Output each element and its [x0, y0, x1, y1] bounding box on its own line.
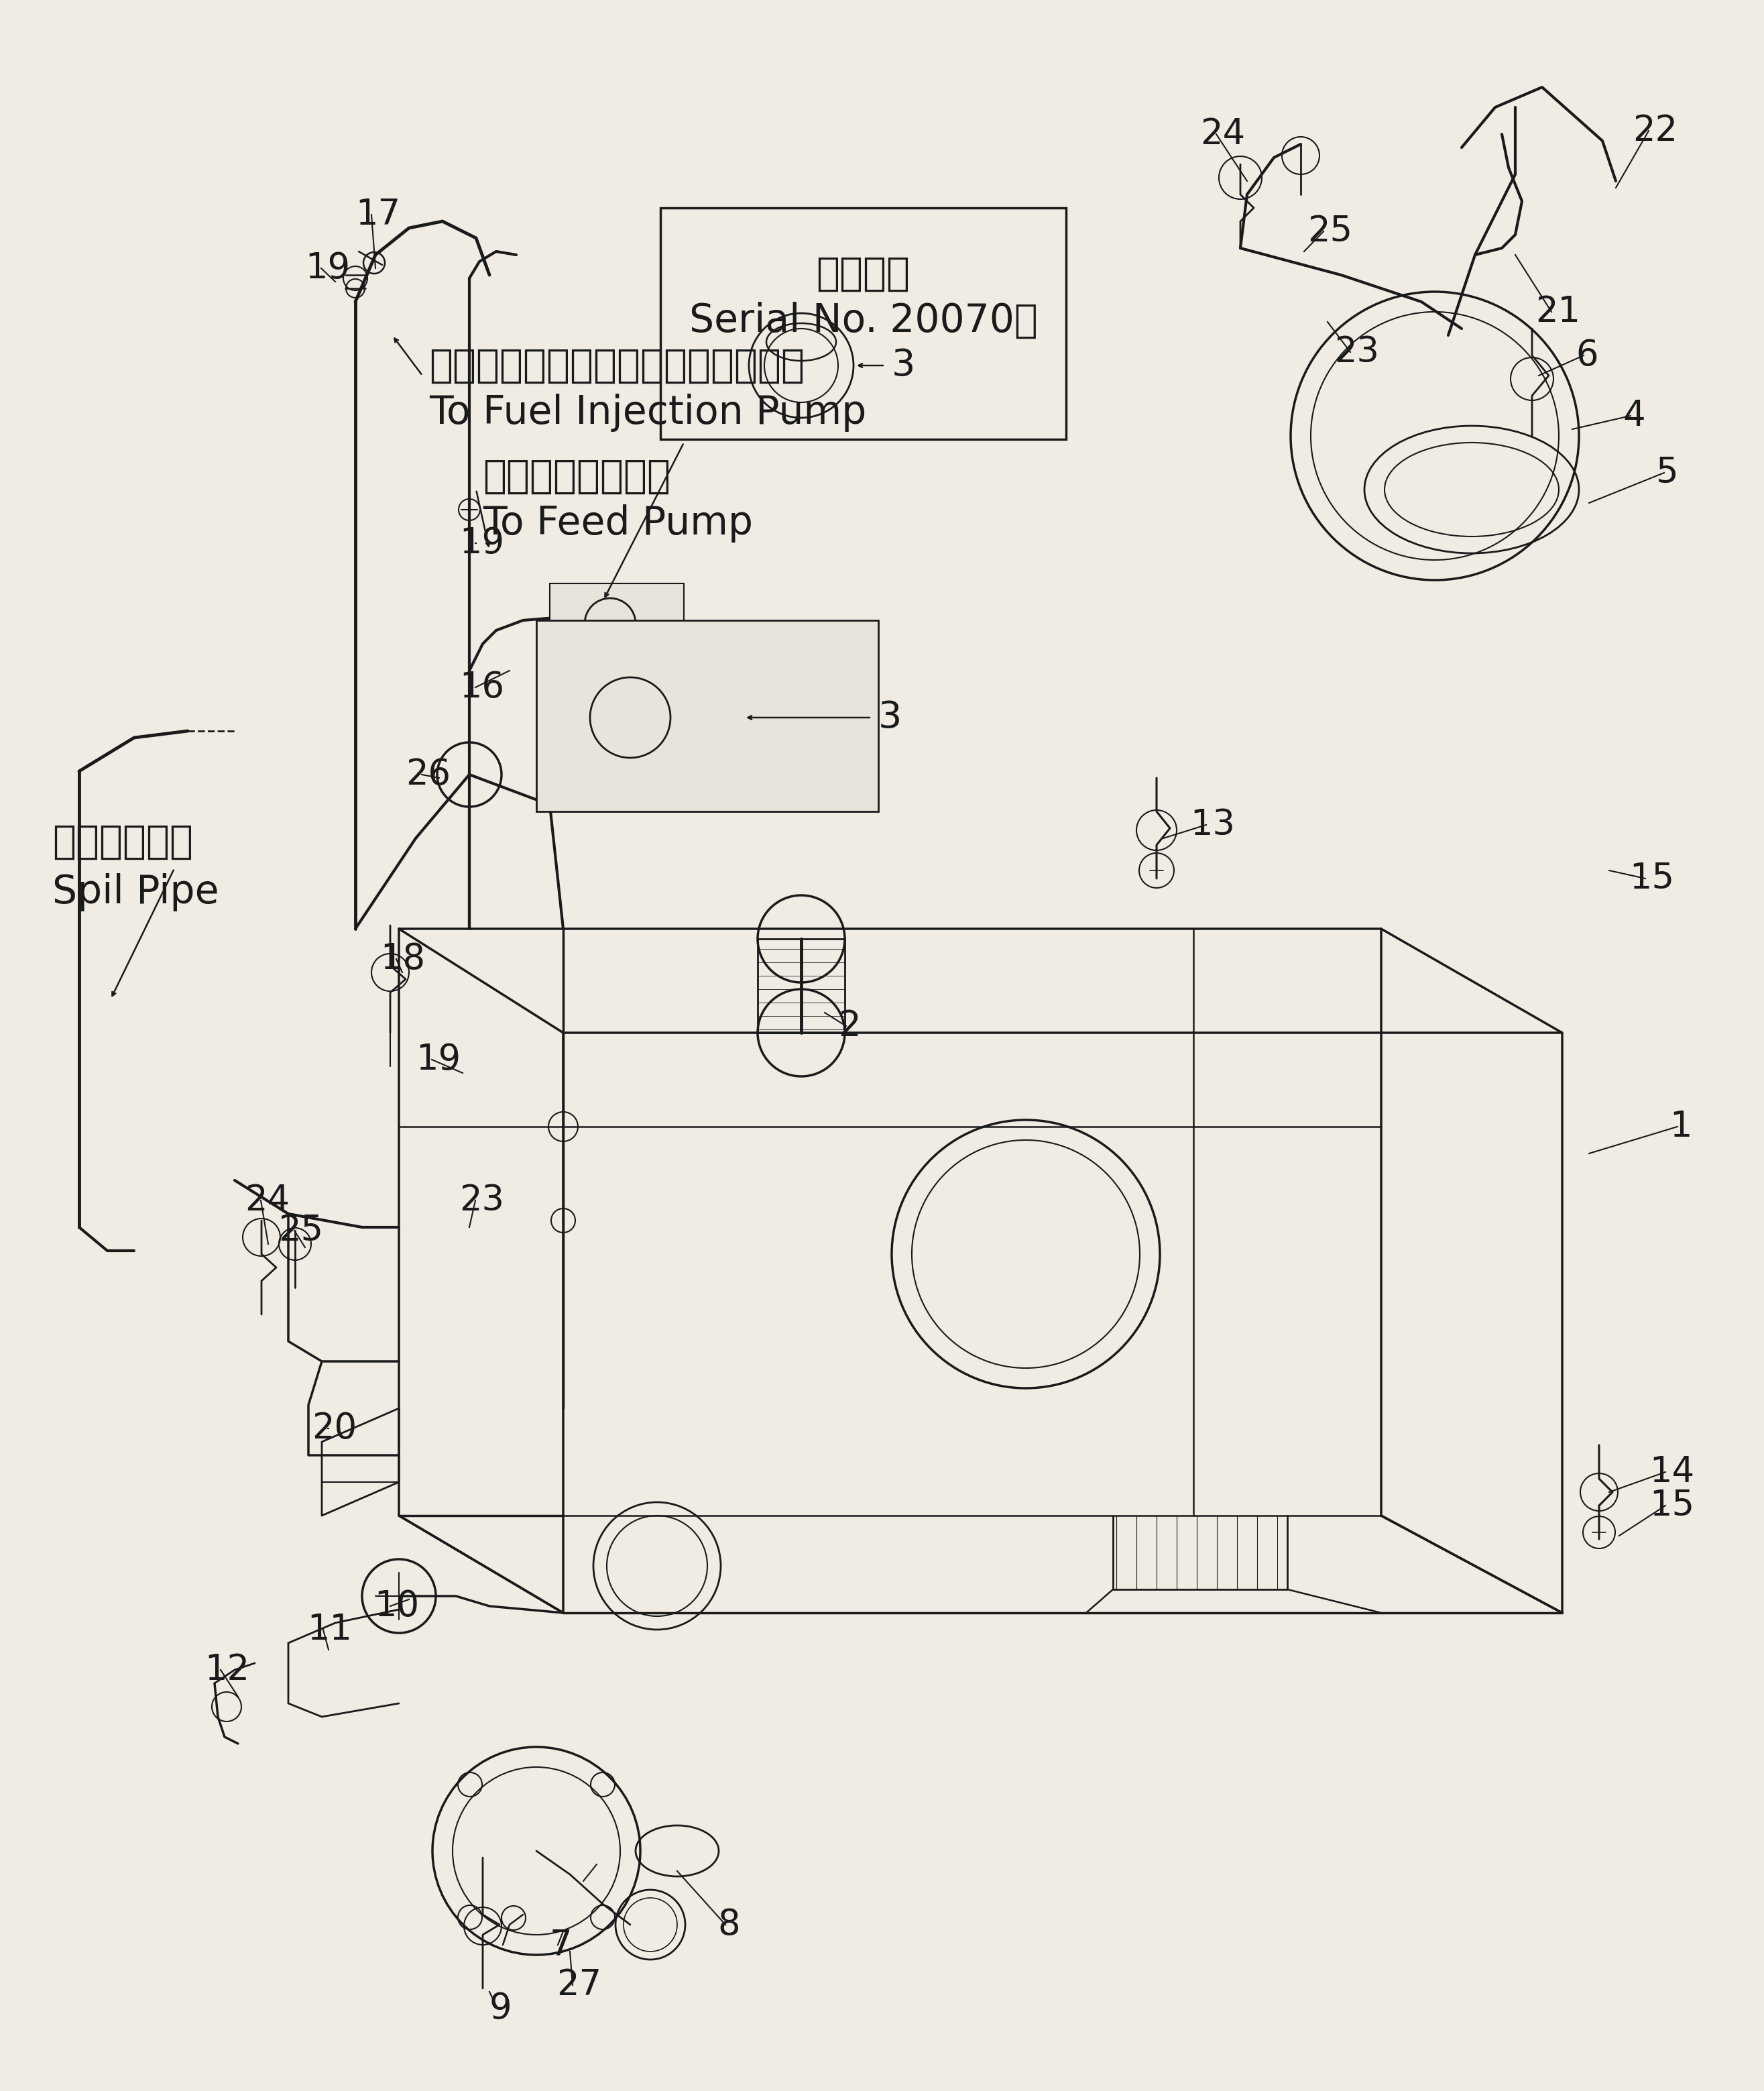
- Text: 24: 24: [1200, 117, 1245, 151]
- Text: 19: 19: [305, 251, 349, 286]
- Text: To Feed Pump: To Feed Pump: [483, 504, 753, 542]
- Text: 2: 2: [838, 1008, 861, 1043]
- Text: 21: 21: [1535, 295, 1581, 328]
- Text: 18: 18: [381, 941, 425, 976]
- Text: 9: 9: [489, 1991, 512, 2026]
- Text: 25: 25: [1307, 213, 1353, 249]
- Text: 3: 3: [878, 700, 901, 736]
- Text: フェニルインジェクションポンプへ: フェニルインジェクションポンプへ: [429, 347, 804, 385]
- Bar: [536, 621, 878, 811]
- Bar: [660, 207, 1065, 439]
- Text: 13: 13: [1191, 807, 1235, 843]
- Text: To Fuel Injection Pump: To Fuel Injection Pump: [429, 393, 866, 431]
- Text: 15: 15: [1630, 861, 1674, 895]
- Text: 12: 12: [205, 1652, 249, 1687]
- Text: 1: 1: [1669, 1108, 1692, 1144]
- Text: 14: 14: [1649, 1455, 1695, 1489]
- Text: 7: 7: [550, 1928, 572, 1961]
- Text: 5: 5: [1656, 456, 1679, 489]
- Text: スピルパイプ: スピルパイプ: [53, 822, 192, 861]
- Text: 15: 15: [1649, 1489, 1695, 1522]
- Bar: [550, 583, 684, 665]
- Bar: [757, 939, 845, 1033]
- Text: 25: 25: [279, 1213, 323, 1248]
- Text: 20: 20: [312, 1411, 356, 1445]
- Text: 16: 16: [459, 669, 505, 705]
- Text: 6: 6: [1575, 339, 1598, 372]
- Text: 19: 19: [416, 1041, 460, 1077]
- Text: 11: 11: [307, 1612, 353, 1648]
- Text: 10: 10: [374, 1589, 420, 1623]
- Text: 23: 23: [1334, 335, 1379, 370]
- Text: 19: 19: [459, 525, 505, 560]
- Text: 26: 26: [406, 757, 450, 792]
- Text: 22: 22: [1633, 113, 1678, 148]
- Text: 3: 3: [893, 347, 916, 383]
- Text: 適用号機: 適用号機: [817, 255, 910, 293]
- Text: 24: 24: [245, 1184, 289, 1217]
- Text: 27: 27: [556, 1968, 602, 2003]
- Text: 17: 17: [355, 197, 400, 232]
- Text: 8: 8: [718, 1907, 739, 1943]
- Text: 23: 23: [459, 1184, 505, 1217]
- Text: フィードポンプへ: フィードポンプへ: [483, 458, 670, 496]
- Text: 4: 4: [1623, 399, 1646, 433]
- Text: Spil Pipe: Spil Pipe: [53, 872, 219, 912]
- Text: Serial No. 20070～: Serial No. 20070～: [690, 301, 1037, 341]
